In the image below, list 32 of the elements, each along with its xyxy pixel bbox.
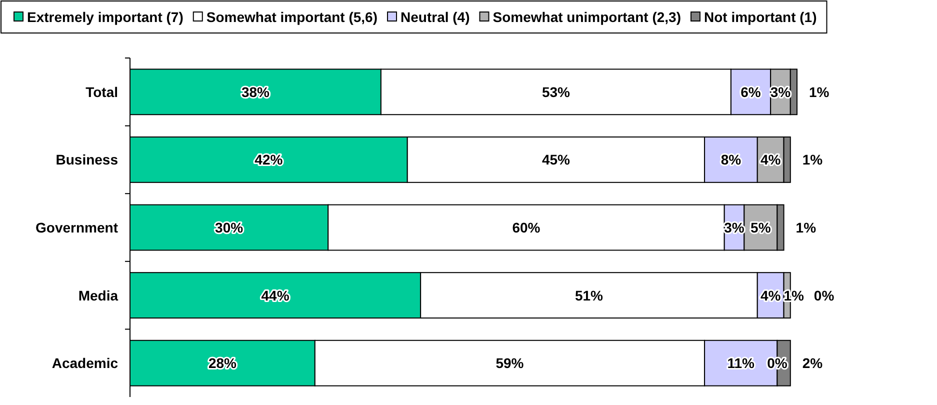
data-label: 11%: [727, 355, 756, 372]
data-label: 0%: [767, 355, 788, 372]
legend-label: Somewhat unimportant (2,3): [492, 9, 681, 25]
data-label: 4%: [760, 287, 782, 304]
data-label: 59%: [496, 355, 524, 372]
data-label: 60%: [512, 220, 541, 236]
data-label: 42%: [254, 152, 284, 168]
data-label: 51%: [574, 287, 604, 304]
data-label: 6%: [740, 84, 762, 100]
data-label: 38%: [241, 84, 270, 100]
data-label: 1%: [802, 152, 824, 168]
y-tick-label: Media: [78, 287, 118, 304]
data-label: 5%: [750, 220, 772, 236]
data-label: 44%: [261, 287, 290, 304]
data-label: 4%: [760, 152, 782, 168]
data-label: 53%: [542, 84, 571, 100]
data-label: 1%: [796, 220, 817, 236]
data-label: 1%: [809, 84, 830, 100]
data-label: 8%: [720, 152, 742, 168]
legend-label: Not important (1): [704, 9, 817, 25]
y-tick-label: Academic: [52, 355, 118, 372]
y-tick-label: Business: [56, 152, 118, 168]
data-label: 2%: [802, 355, 824, 372]
legend-label: Somewhat important (5,6): [206, 9, 378, 25]
y-tick-label: Total: [86, 84, 118, 100]
y-tick-label: Government: [36, 220, 118, 236]
data-label: 28%: [208, 355, 238, 372]
legend-label: Extremely important (7): [27, 9, 184, 25]
legend-label: Neutral (4): [400, 9, 470, 25]
data-label: 45%: [542, 152, 571, 168]
data-label: 30%: [215, 220, 244, 236]
data-label: 0%: [814, 287, 835, 304]
